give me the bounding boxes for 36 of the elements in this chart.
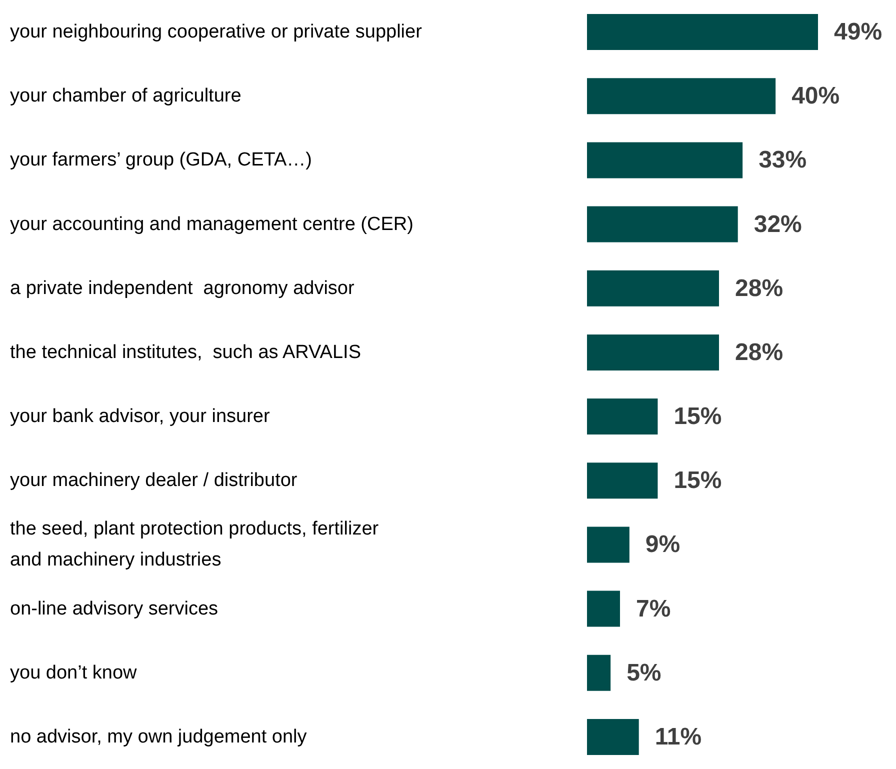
y-tick-label: you don’t know [10, 662, 138, 684]
y-tick-label: your accounting and management centre (CER) [10, 214, 414, 235]
bar [587, 526, 630, 563]
bar [587, 398, 658, 435]
bar [587, 590, 620, 627]
bar [587, 718, 639, 755]
y-tick-label: your neighbouring cooperative or private supplier [10, 22, 423, 43]
data-label: 28% [735, 338, 784, 366]
bar [587, 14, 818, 50]
y-tick-label: your farmers’ group (GDA, CETA…) [10, 150, 312, 171]
y-tick-label: on-line advisory services [10, 598, 218, 620]
y-tick-label: the technical institutes, such as ARVALIS [10, 342, 361, 363]
data-label: 40% [792, 82, 840, 110]
data-label: 28% [735, 274, 784, 302]
y-tick-label: no advisor, my own judgement only [10, 726, 308, 748]
y-tick-label: your bank advisor, your insurer [10, 406, 270, 428]
y-tick-label: the seed, plant protection products, fertilizer and machinery industries [10, 518, 380, 571]
bar [587, 654, 611, 691]
data-label: 15% [674, 403, 722, 430]
bar [587, 78, 776, 114]
bar [587, 270, 719, 306]
y-tick-label: your chamber of agriculture [10, 86, 242, 107]
data-label: 11% [654, 723, 702, 750]
bar [587, 334, 719, 370]
data-label: 9% [645, 531, 680, 558]
data-label: 15% [674, 467, 722, 494]
data-label: 7% [636, 595, 671, 622]
bar [587, 142, 743, 178]
bar [587, 462, 658, 499]
data-label: 5% [626, 659, 662, 686]
data-label: 32% [754, 210, 802, 238]
data-label: 33% [758, 146, 807, 174]
data-label: 49% [834, 18, 882, 46]
y-tick-label: a private independent agronomy advisor [10, 278, 355, 299]
y-tick-label: your machinery dealer / distributor [10, 470, 298, 492]
bar [587, 206, 738, 242]
